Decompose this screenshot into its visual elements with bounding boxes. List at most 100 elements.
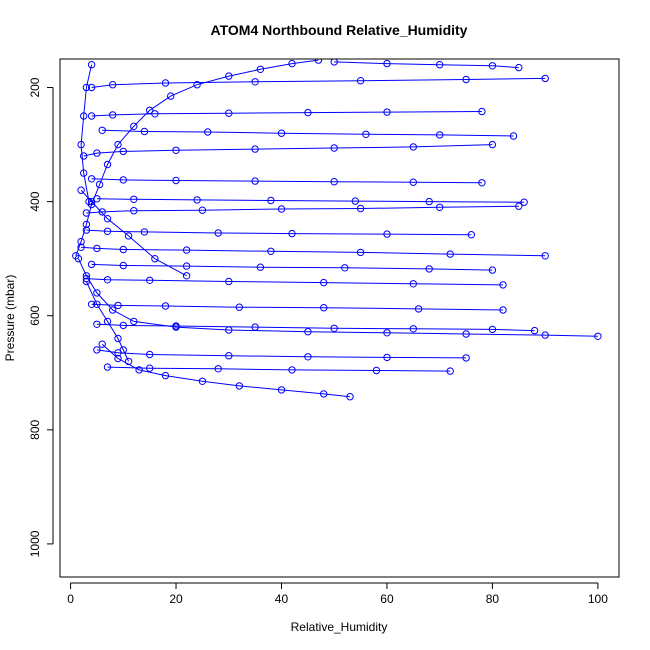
data-point [85,197,93,206]
data-point [341,264,349,272]
data-point [87,175,96,183]
data-point [119,176,128,184]
data-point [124,357,133,366]
x-tick-label: 0 [67,592,74,606]
data-point [235,382,244,390]
series-line [85,281,130,362]
data-point [77,186,85,194]
data-point [383,329,391,337]
data-point [351,197,359,205]
ticks-layer: 0 20 40 60 80 100 200 400 600 800 1000 [28,77,608,606]
data-point [383,108,391,116]
data-point [103,160,112,169]
data-point [462,354,470,362]
data-point [103,276,112,284]
data-point [304,328,312,336]
data-point [330,144,338,152]
data-point [346,393,354,401]
data-point [161,79,170,87]
plot-frame [59,58,620,578]
data-point [80,169,88,177]
data-point [103,215,112,223]
data-point [103,227,112,236]
data-point [436,131,444,139]
data-point [372,366,381,375]
data-point [109,81,117,89]
data-point [87,300,96,308]
data-point [82,277,91,286]
series-line [80,189,187,277]
data-point [314,59,323,64]
data-point [193,196,201,204]
data-point [93,149,101,157]
series-line [86,205,519,214]
data-point [356,204,365,213]
data-point [530,326,539,335]
data-point [172,176,180,185]
data-point [114,334,122,343]
data-point [130,207,138,215]
x-tick-label: 20 [169,592,183,606]
data-point [109,111,117,119]
series-line [334,61,519,69]
data-point [77,243,85,252]
data-point [98,208,106,216]
data-point [130,195,138,204]
data-point [80,152,88,160]
data-point [151,255,159,263]
data-point [251,145,259,153]
data-point [82,83,91,92]
series-line [96,349,467,359]
series-line [107,366,451,372]
data-point [77,140,85,149]
data-point [225,352,233,360]
data-point [436,60,444,69]
data-point [140,127,149,136]
y-axis-label: Pressure (mbar) [3,275,17,362]
data-point [109,306,117,314]
data-point [135,366,143,374]
data-point [82,220,91,229]
data-point [235,303,244,311]
data-point [330,178,338,186]
data-point [488,62,497,70]
data-point [467,231,475,239]
data-point [462,75,470,84]
data-point [214,365,222,373]
data-point [93,244,101,253]
data-point [114,301,122,310]
data-point [277,205,286,213]
data-point [140,228,149,236]
data-point [409,143,417,151]
data-point [499,306,507,314]
data-point [541,252,549,260]
data-point [93,289,101,297]
data-point [414,305,423,313]
data-point [478,179,486,187]
data-point [87,83,96,92]
data-point [267,196,275,205]
series-line [96,323,535,332]
y-tick-label: 400 [28,191,42,211]
data-point [478,107,486,116]
data-point [182,246,191,254]
x-tick-label: 60 [380,592,394,606]
data-point [256,65,265,74]
data-point [93,320,101,328]
data-point [488,325,497,334]
data-point [409,280,417,288]
series-line [102,129,514,137]
data-point [198,206,207,214]
y-tick-label: 600 [28,305,42,325]
data-point [509,132,518,140]
data-point [114,140,122,149]
data-point [103,363,112,371]
data-point [87,112,96,120]
data-point [93,300,101,308]
data-point [541,331,549,339]
data-point [320,278,328,287]
data-point [288,59,296,68]
data-point [167,92,175,100]
